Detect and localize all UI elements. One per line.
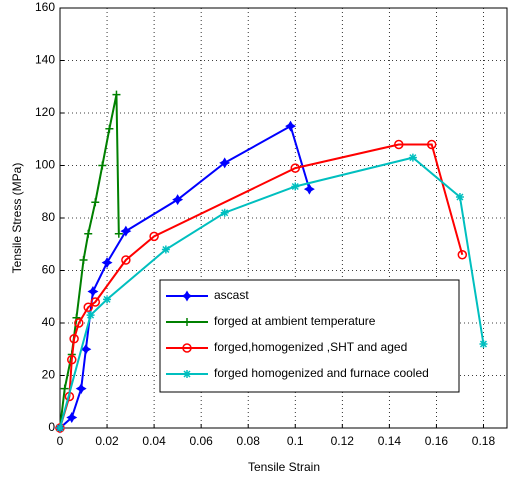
marker	[161, 245, 170, 254]
plot-frame	[59, 7, 508, 429]
marker	[303, 183, 315, 195]
legend-label: forged homogenized and furnace cooled	[214, 366, 429, 380]
marker	[91, 198, 100, 207]
legend-box	[159, 279, 460, 393]
marker	[101, 257, 113, 269]
marker	[121, 255, 131, 265]
marker	[220, 208, 229, 217]
x-tick-label: 0.12	[331, 434, 355, 448]
series-line	[59, 143, 464, 429]
legend-label: forged at ambient temperature	[214, 314, 376, 328]
marker	[69, 334, 79, 344]
y-tick-label: 20	[42, 368, 56, 382]
marker	[172, 194, 184, 206]
x-tick-label: 0.16	[425, 434, 449, 448]
marker	[408, 153, 417, 162]
marker	[83, 302, 93, 312]
marker	[285, 120, 297, 132]
x-tick-label: 0.1	[287, 434, 304, 448]
x-tick-label: 0.04	[142, 434, 166, 448]
x-tick-label: 0.18	[472, 434, 496, 448]
marker	[291, 182, 300, 191]
legend-label: ascast	[214, 288, 249, 302]
y-tick-label: 40	[42, 315, 56, 329]
marker	[457, 250, 468, 260]
marker	[182, 343, 192, 353]
marker	[75, 383, 87, 395]
x-tick-label: 0.08	[237, 434, 261, 448]
marker	[74, 318, 84, 328]
marker	[80, 343, 92, 355]
marker	[105, 124, 114, 133]
marker	[66, 412, 78, 423]
marker	[67, 355, 77, 365]
marker	[149, 231, 159, 242]
marker	[98, 161, 107, 170]
marker	[86, 311, 95, 320]
marker	[112, 90, 121, 99]
y-tick-label: 100	[35, 158, 55, 172]
x-tick-label: 0	[57, 434, 64, 448]
marker	[87, 286, 99, 297]
x-axis-label: Tensile Strain	[248, 460, 320, 474]
x-tick-label: 0.06	[189, 434, 213, 448]
marker	[181, 290, 193, 302]
marker	[479, 340, 488, 348]
y-tick-label: 140	[35, 53, 55, 67]
marker	[219, 157, 231, 169]
marker	[426, 139, 437, 150]
marker	[90, 297, 101, 307]
marker	[455, 193, 464, 201]
marker	[103, 295, 112, 304]
y-tick-label: 120	[35, 105, 55, 119]
marker	[290, 163, 301, 173]
y-tick-label: 160	[35, 0, 55, 14]
y-tick-label: 60	[42, 263, 56, 277]
y-tick-label: 80	[42, 210, 56, 224]
marker	[394, 139, 404, 150]
marker	[114, 229, 123, 238]
marker	[60, 384, 69, 393]
marker	[183, 318, 191, 326]
marker	[183, 370, 191, 378]
marker	[56, 424, 64, 432]
marker	[120, 225, 132, 237]
marker	[84, 229, 93, 238]
legend-label: forged,homogenized ,SHT and aged	[214, 340, 407, 354]
legend: ascast forged at ambient temperature forge…	[159, 279, 460, 393]
marker	[79, 256, 88, 264]
x-tick-label: 0.02	[95, 434, 119, 448]
y-axis-label: Tensile Stress (MPa)	[10, 163, 24, 274]
y-tick-label: 0	[48, 420, 55, 434]
x-tick-label: 0.14	[378, 434, 402, 448]
